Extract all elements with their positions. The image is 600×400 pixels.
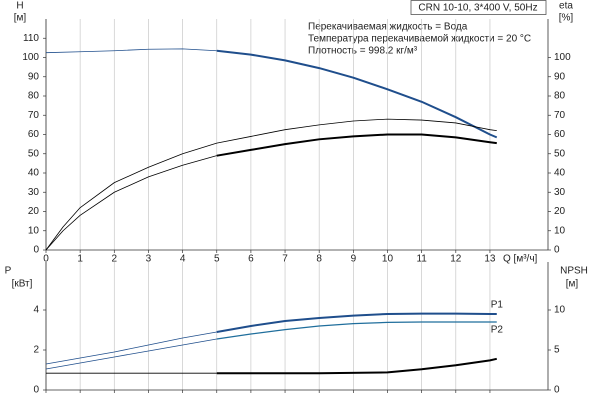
x-tick-label: 12 — [450, 254, 462, 265]
y-axis-label: H — [16, 1, 23, 12]
x-tick-label: 4 — [180, 254, 186, 265]
y-tick-label: 110 — [23, 33, 39, 44]
y-tick-label: 100 — [22, 52, 39, 63]
curve — [45, 48, 217, 54]
y2-tick-label: 0 — [554, 245, 560, 256]
x-tick-label: 1 — [77, 254, 83, 265]
x-tick-label: 10 — [382, 254, 394, 265]
y-tick-label: 40 — [28, 168, 40, 179]
curve — [45, 155, 217, 251]
y2-tick-label: 20 — [554, 206, 566, 217]
x-tick-label: 6 — [248, 254, 254, 265]
title-box — [410, 0, 547, 15]
y2-tick-label: 60 — [554, 129, 566, 140]
y-tick-label: 2 — [33, 345, 39, 356]
curve — [216, 357, 498, 375]
y-tick-label: 30 — [28, 187, 40, 198]
x-tick-label: 9 — [351, 254, 357, 265]
x-tick-label: 2 — [112, 254, 118, 265]
y2-tick-label: 40 — [554, 168, 566, 179]
y-tick-label: 4 — [33, 305, 39, 316]
y-tick-label: 0 — [33, 245, 39, 256]
y-axis-unit: [кВт] — [12, 279, 33, 290]
y2-tick-label: 50 — [554, 148, 566, 159]
y-tick-label: 20 — [28, 206, 40, 217]
series-label: P2 — [491, 325, 504, 336]
x-tick-label: 13 — [484, 254, 496, 265]
y-tick-label: 90 — [28, 71, 40, 82]
y-tick-label: 70 — [28, 110, 40, 121]
y2-tick-label: 80 — [554, 91, 566, 102]
x-tick-label: 3 — [146, 254, 152, 265]
x-tick-label: 11 — [416, 254, 427, 265]
y-axis-unit: [м] — [14, 13, 27, 24]
y2-axis-label: eta — [559, 1, 573, 12]
curve — [45, 338, 217, 370]
curve — [216, 49, 498, 139]
y2-tick-label: 10 — [554, 225, 566, 236]
curve — [216, 133, 497, 157]
x-tick-label: 5 — [214, 254, 220, 265]
x-tick-label: 0 — [43, 254, 49, 265]
y2-tick-label: 10 — [554, 305, 566, 316]
note: Плотность = 998.2 кг/м³ — [308, 46, 418, 57]
x-tick-label: 8 — [316, 254, 322, 265]
y-tick-label: 80 — [28, 91, 40, 102]
curve — [216, 312, 497, 333]
note: Перекачиваемая жидкость = Вода — [308, 22, 468, 33]
y2-tick-label: 0 — [554, 385, 560, 396]
chart-title: CRN 10-10, 3*400 V, 50Hz — [418, 3, 537, 14]
x-tick-label: 7 — [282, 254, 288, 265]
note: Температура перекачиваемой жидкости = 20… — [308, 34, 531, 45]
y2-axis-unit: [м] — [566, 279, 579, 290]
y2-tick-label: 5 — [554, 345, 560, 356]
y2-tick-label: 90 — [554, 71, 566, 82]
curve — [216, 321, 497, 340]
y2-axis-label: NPSH — [560, 266, 588, 277]
y-tick-label: 0 — [33, 385, 39, 396]
y2-tick-label: 70 — [554, 110, 566, 121]
x-axis-label: Q [м³/ч] — [503, 254, 538, 265]
y2-axis-unit: [%] — [559, 13, 574, 24]
y-axis-label: P — [5, 266, 12, 277]
y-tick-label: 50 — [28, 148, 40, 159]
y2-tick-label: 30 — [554, 187, 566, 198]
y2-tick-label: 100 — [554, 52, 571, 63]
curve — [45, 118, 497, 251]
series-label: P1 — [491, 300, 504, 311]
curve — [45, 331, 217, 365]
y-tick-label: 60 — [28, 129, 40, 140]
y-tick-label: 10 — [28, 225, 40, 236]
